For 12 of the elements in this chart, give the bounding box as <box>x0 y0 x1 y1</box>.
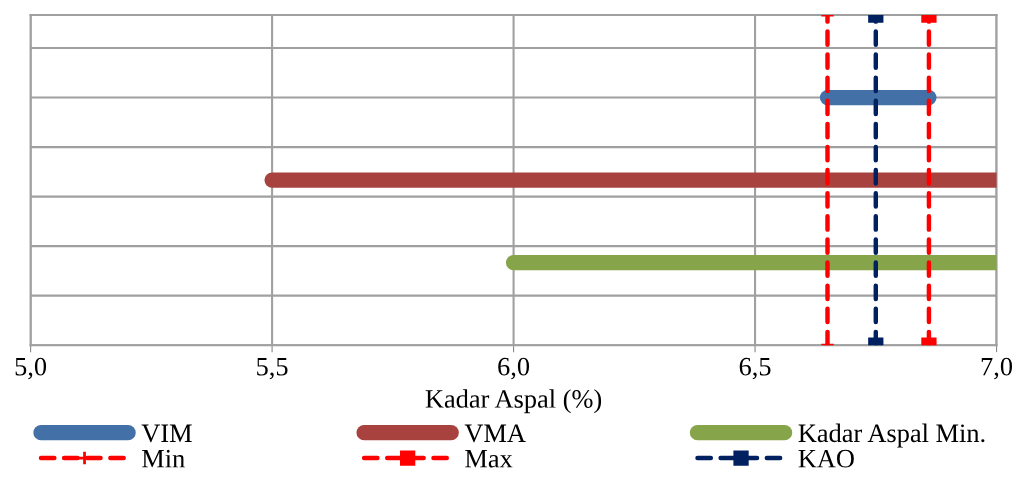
legend-label: Min <box>142 449 185 468</box>
x-tick-label: 5,0 <box>15 357 47 380</box>
legend-label: Kadar Aspal Min. <box>798 423 985 448</box>
legend-label: VIM <box>141 424 192 443</box>
x-tick-label: 6,0 <box>498 357 530 380</box>
x-tick-label: 5,5 <box>257 358 288 380</box>
x-tick-label: 7,0 <box>981 357 1013 380</box>
x-tick-label: 6,5 <box>739 357 771 380</box>
legend-label: VMA <box>464 424 526 443</box>
x-axis-title: Kadar Aspal (%) <box>425 389 602 414</box>
legend-label: Max <box>465 450 513 468</box>
legend-label: KAO <box>798 449 854 468</box>
